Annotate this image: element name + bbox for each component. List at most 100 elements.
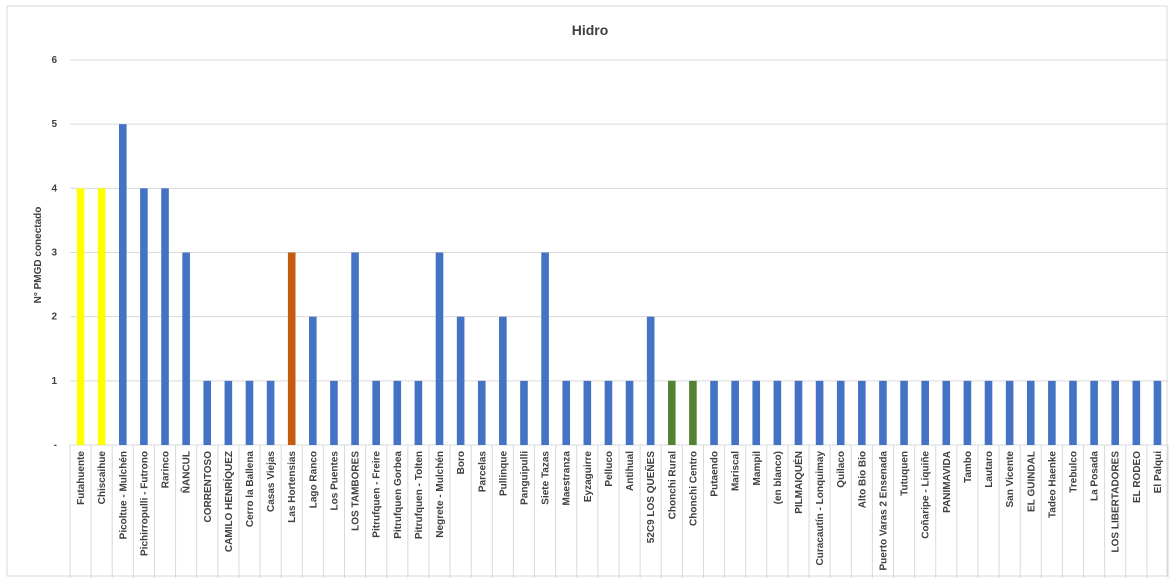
x-tick-label: Pichirropulli - Futrono bbox=[139, 451, 150, 556]
y-tick-label: 3 bbox=[51, 248, 57, 259]
bar bbox=[836, 380, 845, 445]
x-tick-label: San Vicente bbox=[1005, 451, 1016, 508]
bar bbox=[815, 380, 824, 445]
x-tick-label: Puerto Varas 2 Ensenada bbox=[878, 451, 889, 571]
bar bbox=[372, 380, 380, 445]
x-tick-label: EL GUINDAL bbox=[1026, 451, 1037, 512]
x-axis-ticks: Futahuente Chiscaihue Picoltue - Mulchén Pi… bbox=[76, 451, 1164, 571]
bar bbox=[330, 380, 338, 445]
x-tick-label: Mampil bbox=[752, 451, 763, 486]
x-tick-label: El Palqui bbox=[1153, 451, 1164, 493]
x-tick-label: ÑANCUL bbox=[180, 451, 193, 493]
x-tick-label: Boro bbox=[456, 451, 467, 474]
x-tick-label: Mariscal bbox=[731, 451, 742, 491]
x-tick-label: Pitrufquen Gorbea bbox=[393, 451, 404, 539]
bar bbox=[1069, 380, 1077, 445]
x-tick-label: Rarinco bbox=[161, 451, 172, 488]
bar bbox=[646, 316, 655, 445]
bar bbox=[1153, 380, 1162, 445]
x-tick-label: Quilaco bbox=[836, 451, 847, 488]
y-tick-label: 5 bbox=[51, 119, 57, 130]
x-tick-label: 52C9 LOS QUEÑES bbox=[644, 451, 657, 544]
y-tick-label: 4 bbox=[51, 183, 57, 194]
x-tick-label: CORRENTOSO bbox=[203, 451, 214, 523]
bar bbox=[1026, 380, 1035, 445]
x-tick-label: Putaendo bbox=[710, 451, 721, 497]
y-tick-label: - bbox=[54, 440, 57, 451]
x-tick-label: Las Hortensias bbox=[287, 451, 298, 523]
bar bbox=[245, 380, 254, 445]
x-tick-label: Tadeo Haenke bbox=[1047, 451, 1058, 518]
x-tick-label: Pitrufquen - Tolten bbox=[414, 451, 425, 539]
x-tick-label: Chiscaihue bbox=[97, 451, 108, 505]
bar bbox=[499, 316, 507, 445]
x-tick-label: PILMAIQUÉN bbox=[792, 451, 805, 514]
x-tick-label: Trebulco bbox=[1068, 451, 1079, 493]
bar bbox=[182, 252, 190, 445]
bar bbox=[667, 380, 676, 445]
x-tick-label: Los Puentes bbox=[329, 451, 340, 511]
x-tick-label: Chonchi Centro bbox=[688, 451, 699, 526]
x-tick-label: Tutuquen bbox=[900, 451, 911, 496]
x-tick-label: LOS LIBERTADORES bbox=[1111, 451, 1122, 553]
bar bbox=[118, 124, 127, 446]
x-tick-label: Alto Bio Bio bbox=[857, 451, 868, 508]
bar bbox=[393, 380, 402, 445]
bar bbox=[1090, 380, 1098, 445]
bar bbox=[984, 380, 993, 445]
bar bbox=[477, 380, 486, 445]
bar bbox=[456, 316, 465, 445]
bar bbox=[583, 380, 592, 445]
x-tick-label: Coñaripe - Liquiñe bbox=[921, 451, 932, 539]
bar bbox=[625, 380, 634, 445]
x-tick-label: La Posada bbox=[1090, 451, 1101, 501]
bar bbox=[604, 380, 613, 445]
bar bbox=[794, 380, 803, 445]
x-tick-label: Parcelas bbox=[477, 451, 488, 493]
bar bbox=[1048, 380, 1056, 445]
x-tick-label: Pullinque bbox=[498, 451, 509, 496]
x-tick-label: Pelluco bbox=[604, 451, 615, 487]
bar bbox=[1132, 380, 1141, 445]
bar bbox=[710, 380, 718, 445]
bar bbox=[140, 188, 148, 446]
x-tick-label: Lago Ranco bbox=[308, 451, 319, 508]
x-tick-label: Cerro la Ballena bbox=[245, 451, 256, 528]
y-tick-label: 6 bbox=[51, 55, 57, 66]
bar bbox=[1005, 380, 1014, 445]
x-tick-label: Negrete - Mulchén bbox=[435, 451, 446, 538]
bar bbox=[203, 380, 212, 445]
bar bbox=[414, 380, 423, 445]
bar bbox=[942, 380, 951, 445]
x-tick-label: Eyzaguirre bbox=[583, 451, 594, 503]
x-tick-label: Tambo bbox=[963, 451, 974, 483]
x-tick-label: CAMILO HENRÍQUEZ bbox=[222, 451, 235, 552]
bar bbox=[161, 188, 169, 446]
x-tick-label: Maestranza bbox=[562, 451, 573, 506]
x-tick-label: (en blanco) bbox=[773, 451, 784, 504]
bar bbox=[224, 380, 233, 445]
bar bbox=[266, 380, 275, 445]
bar bbox=[76, 188, 85, 446]
bar bbox=[287, 252, 296, 445]
bar bbox=[879, 380, 887, 445]
x-tick-label: Picoltue - Mulchén bbox=[118, 451, 129, 539]
bar bbox=[752, 380, 761, 445]
bar bbox=[900, 380, 908, 445]
bar bbox=[858, 380, 866, 445]
x-tick-label: Antihual bbox=[625, 451, 636, 491]
bar bbox=[435, 252, 444, 445]
bar bbox=[520, 380, 528, 445]
x-tick-label: Casas Viejas bbox=[266, 451, 277, 512]
x-tick-label: Panguipulli bbox=[519, 451, 530, 505]
bars bbox=[76, 124, 1162, 446]
bar bbox=[351, 252, 359, 445]
bar bbox=[689, 380, 697, 445]
x-tick-label: Chonchi Rural bbox=[667, 451, 678, 520]
x-tick-label: Pitrufquen - Freire bbox=[372, 451, 383, 538]
bar bbox=[562, 380, 571, 445]
x-tick-label: Siete Tazas bbox=[541, 451, 552, 505]
y-axis-ticks: - 1 2 3 4 5 6 bbox=[51, 55, 57, 451]
bar bbox=[309, 316, 317, 445]
